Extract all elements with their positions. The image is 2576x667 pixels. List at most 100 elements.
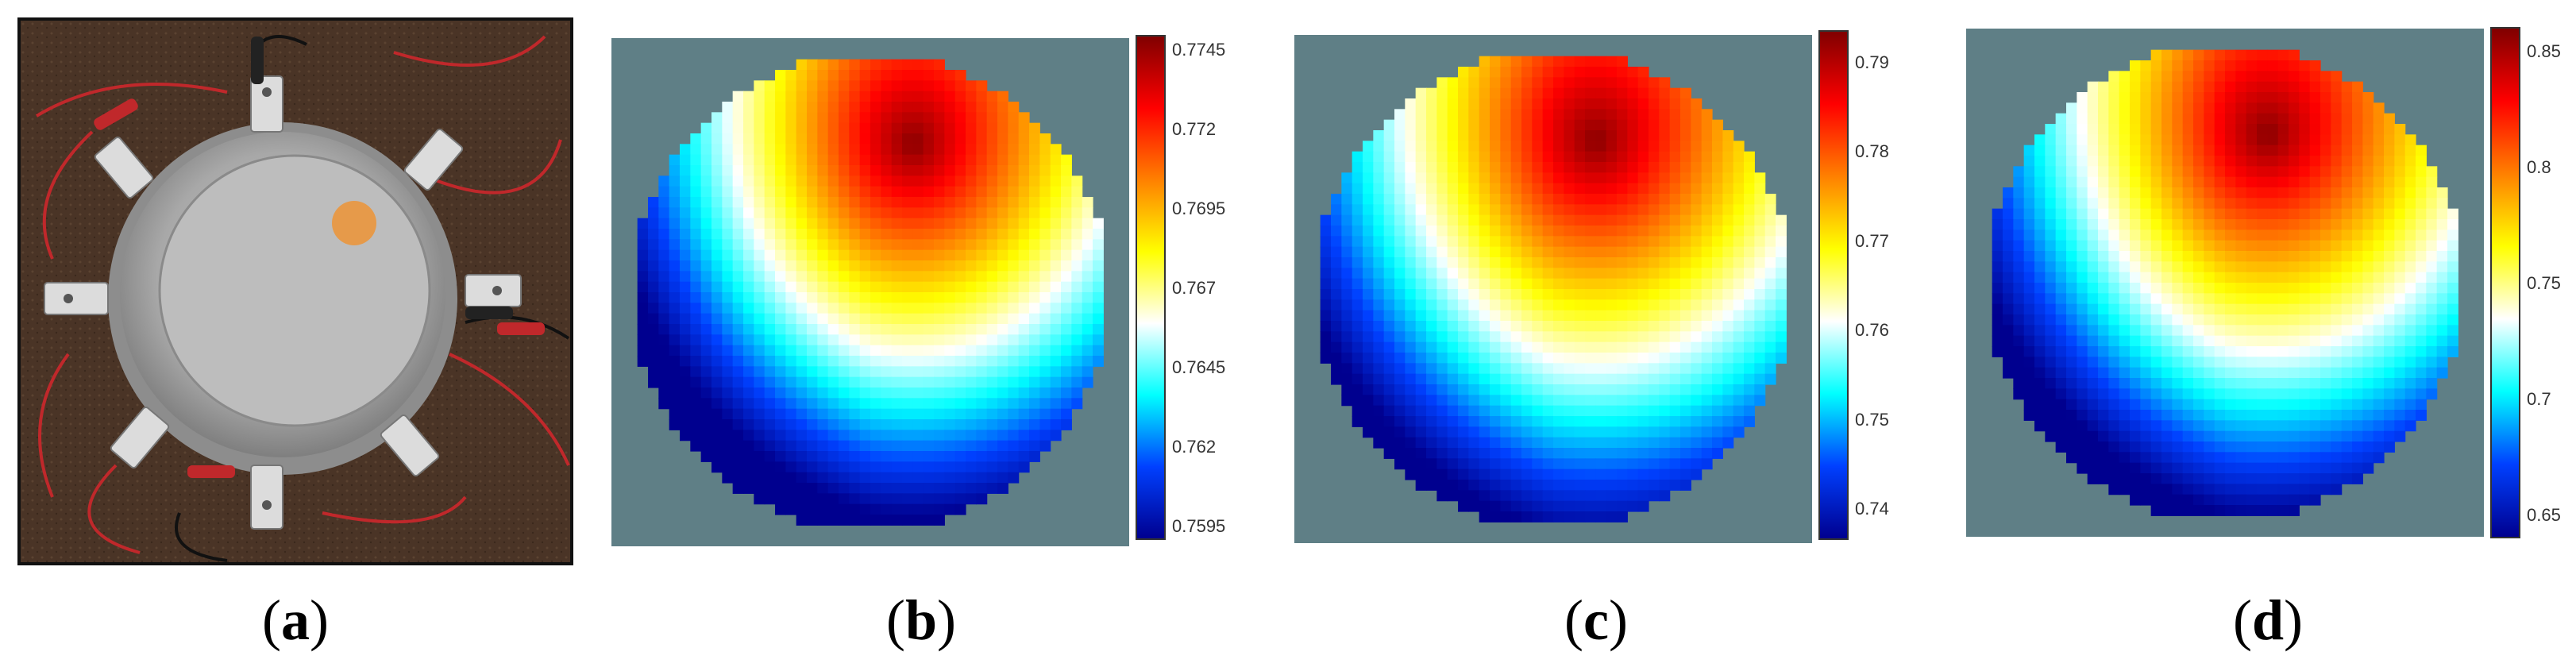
heatmap-cell [2331,335,2343,347]
heatmap-cell [1479,204,1490,216]
heatmap-cell [1521,341,1533,353]
heatmap-cell [2235,441,2247,453]
heatmap-cell [1510,204,1522,216]
heatmap-cell [881,154,893,166]
heatmap-cell [923,112,935,124]
heatmap-cell [2394,251,2406,262]
heatmap-cell [1510,458,1522,470]
heatmap-cell [912,144,924,156]
heatmap-cell [2267,494,2279,506]
heatmap-cell [1733,289,1745,300]
heatmap-cell [2373,399,2385,411]
heatmap-cell [1071,229,1083,240]
heatmap-cell [764,91,776,102]
heatmap-cell [1764,289,1776,300]
heatmap-cell [1701,204,1713,216]
heatmap-cell [1542,384,1554,395]
heatmap-cell [796,102,808,113]
heatmap-cell [1394,172,1406,184]
heatmap-cell [1691,194,1703,205]
heatmap-cell [1500,67,1512,78]
heatmap-cell [1627,405,1639,417]
heatmap-cell [2204,325,2215,337]
heatmap-cell [2055,388,2067,400]
heatmap-cell [1363,183,1374,195]
heatmap-cell [1680,384,1691,395]
heatmap-cell [2077,378,2088,389]
heatmap-cell [1458,299,1469,311]
heatmap-cell [1426,331,1437,343]
heatmap-cell [1490,119,1501,131]
heatmap-cell [1394,405,1406,417]
heatmap-cell [859,133,871,145]
heatmap-cell [2119,187,2131,199]
heatmap-cell [1627,172,1639,184]
heatmap-cell [1776,331,1787,343]
heatmap-cell [754,165,765,176]
heatmap-cell [2416,208,2427,220]
heatmap-cell [2172,240,2184,252]
heatmap-cell [1458,353,1469,364]
heatmap-cell [849,366,861,378]
heatmap-cell [754,175,765,187]
heatmap-cell [1722,416,1734,427]
heatmap-cell [1521,363,1533,375]
heatmap-cell [796,218,808,229]
heatmap-cell [1008,303,1020,314]
heatmap-cell [2394,145,2406,156]
heatmap-cell [997,122,1008,134]
heatmap-cell [754,483,765,494]
heatmap-cell [944,472,956,484]
heatmap-cell [764,229,776,240]
heatmap-cell [1617,363,1628,375]
heatmap-cell [2023,335,2035,347]
heatmap-cell [711,376,723,388]
heatmap-cell [807,408,818,420]
heatmap-cell [1542,204,1554,216]
heatmap-cell [796,387,808,399]
heatmap-cell [944,493,956,505]
heatmap-cell [1574,236,1586,248]
heatmap-cell [2161,283,2173,294]
heatmap-cell [775,313,786,325]
heatmap-cell [2204,293,2215,305]
heatmap-cell [2098,187,2109,199]
heatmap-cell [2140,261,2152,273]
heatmap-cell [1050,260,1062,272]
heatmap-cell [2013,283,2025,294]
heatmap-cell [2161,187,2173,199]
heatmap-cell [1436,268,1448,280]
heatmap-cell [1595,56,1607,67]
heatmap-cell [2161,134,2173,146]
heatmap-cell [1627,341,1639,353]
heatmap-cell [827,229,839,240]
heatmap-cell [1659,289,1671,300]
heatmap-cell [1553,162,1564,173]
heatmap-cell [2108,293,2120,305]
heatmap-cell [1331,373,1342,385]
heatmap-cell [1722,236,1734,248]
heatmap-cell [1029,186,1040,198]
heatmap-cell [796,249,808,261]
heatmap-cell [648,313,659,325]
heatmap-cell [1712,405,1723,417]
heatmap-cell [2140,335,2152,347]
heatmap-cell [891,408,903,420]
heatmap-cell [2246,229,2258,241]
heatmap-cell [2257,176,2268,188]
heatmap-cell [1510,500,1522,512]
heatmap-cell [2235,399,2247,411]
heatmap-cell [1712,151,1723,163]
heatmap-cell [1595,395,1607,407]
heatmap-cell [1415,299,1427,311]
heatmap-cell [1606,56,1618,67]
heatmap-cell [2394,198,2406,210]
heatmap-cell [1574,204,1586,216]
heatmap-cell [2289,261,2300,273]
heatmap-cell [2045,251,2057,262]
heatmap-cell [2373,283,2385,294]
heatmap-cell [2003,272,2014,283]
heatmap-cell [2140,452,2152,464]
heatmap-cell [1691,130,1703,141]
heatmap-cell [1574,384,1586,395]
